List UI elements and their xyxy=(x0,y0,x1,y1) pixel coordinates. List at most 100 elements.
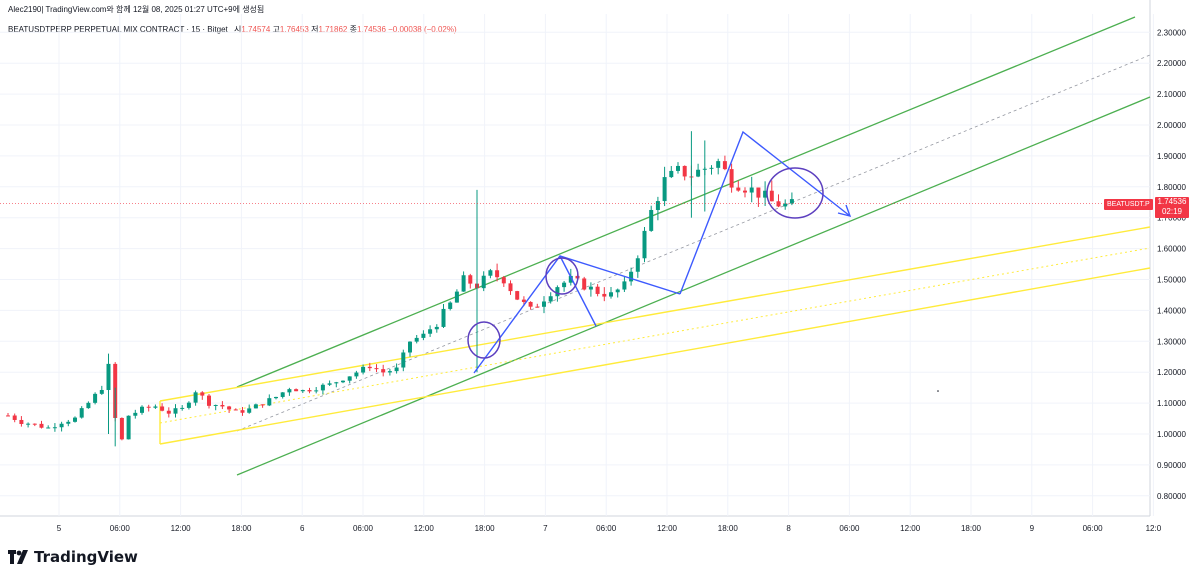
candle-body xyxy=(655,201,660,210)
channel-lower-line[interactable] xyxy=(236,96,1151,476)
time-tick-label: 5 xyxy=(57,524,62,533)
drawings[interactable] xyxy=(159,16,1151,476)
last-price: 1.74536 xyxy=(1157,197,1187,206)
tradingview-logo[interactable]: TradingView xyxy=(8,548,138,566)
price-tick-label: 1.60000 xyxy=(1157,245,1186,254)
candle-body xyxy=(341,380,345,383)
time-tick-label: 18:00 xyxy=(718,524,739,533)
price-tick-label: 2.10000 xyxy=(1157,90,1186,99)
highlight-circle[interactable] xyxy=(467,321,501,359)
time-axis[interactable]: 5 06:00 12:00 18:00 6 06:00 12:00 18:00 7 06:00 12… xyxy=(57,524,1162,533)
candle-body xyxy=(79,408,84,418)
price-axis[interactable]: 2.30000 2.20000 2.10000 2.00000 1.90000 1.800… xyxy=(1157,28,1186,501)
price-tick-label: 1.20000 xyxy=(1157,368,1186,377)
candle-body xyxy=(374,368,379,370)
candle-body xyxy=(294,389,299,392)
open-value: 1.74574 xyxy=(241,25,271,34)
triangle-side[interactable] xyxy=(559,255,597,327)
time-tick-label: 06:00 xyxy=(596,524,617,533)
candle-body xyxy=(629,271,634,282)
candle-body xyxy=(555,287,560,297)
candle-body xyxy=(783,203,788,207)
candle-body xyxy=(59,423,64,428)
candle-body xyxy=(361,366,366,373)
candle-body xyxy=(588,286,593,290)
channel-mid-line[interactable] xyxy=(236,54,1151,432)
candle-body xyxy=(86,402,91,409)
candle-body xyxy=(461,275,466,292)
highlight-circle[interactable] xyxy=(545,257,579,295)
candle-body xyxy=(354,372,359,377)
drawings-overlay[interactable] xyxy=(467,130,939,392)
candle-body xyxy=(716,161,721,168)
marker-dot xyxy=(937,390,939,392)
price-tick-label: 0.90000 xyxy=(1157,461,1186,470)
candle-body xyxy=(408,341,412,353)
candle-body xyxy=(448,302,453,309)
candle-body xyxy=(287,389,292,393)
candle-body xyxy=(66,421,71,424)
candle-body xyxy=(347,376,352,381)
candle-body xyxy=(52,427,57,429)
price-tick-label: 1.00000 xyxy=(1157,430,1186,439)
candle-body xyxy=(414,337,419,342)
price-tick-label: 1.50000 xyxy=(1157,276,1186,285)
candle-body xyxy=(32,423,37,425)
candle-body xyxy=(247,408,252,413)
tradingview-icon xyxy=(8,550,28,564)
price-tick-label: 1.80000 xyxy=(1157,183,1186,192)
candle-body xyxy=(160,406,165,411)
candle-body xyxy=(434,326,439,330)
highlight-circle[interactable] xyxy=(766,167,824,219)
candle-body xyxy=(501,277,506,284)
high-value: 1.76453 xyxy=(279,25,309,34)
price-tick-label: 2.00000 xyxy=(1157,121,1186,130)
price-tick-label: 1.10000 xyxy=(1157,399,1186,408)
candle-body xyxy=(615,289,620,293)
candle-body xyxy=(186,402,191,408)
time-tick-label: 06:00 xyxy=(1083,524,1104,533)
price-tick-label: 2.30000 xyxy=(1157,28,1186,37)
candle-body xyxy=(582,278,587,290)
candle-body xyxy=(454,291,459,303)
brand-name: TradingView xyxy=(34,548,138,566)
arrow-head[interactable] xyxy=(837,204,852,217)
candle-body xyxy=(260,404,265,406)
candle-body xyxy=(394,367,399,372)
candle-body xyxy=(481,275,486,289)
ohlc-legend: BEATUSDTPERP PERPETUAL MIX CONTRACT · 15… xyxy=(8,24,457,35)
time-tick-label: 12:00 xyxy=(414,524,435,533)
candle-body xyxy=(207,395,211,406)
price-tick-label: 1.70000 xyxy=(1157,214,1186,223)
candle-body xyxy=(274,396,278,399)
candle-body xyxy=(46,427,51,429)
candle-body xyxy=(173,408,178,414)
time-tick-label: 06:00 xyxy=(839,524,860,533)
candle-body xyxy=(153,406,158,408)
candle-body xyxy=(709,167,714,169)
time-tick-label: 18:00 xyxy=(475,524,496,533)
candle-body xyxy=(193,392,198,403)
triangle-lines-2[interactable] xyxy=(679,130,851,295)
candle-body xyxy=(676,165,680,171)
candle-body xyxy=(26,423,31,425)
candle-body xyxy=(749,187,754,193)
candle-body xyxy=(756,187,761,198)
candle-body xyxy=(769,190,774,202)
yellow-mid-line[interactable] xyxy=(159,247,1151,424)
yellow-upper-line[interactable] xyxy=(159,226,1151,402)
candle-body xyxy=(441,308,446,327)
channel-upper-line[interactable] xyxy=(236,16,1136,388)
symbol-title[interactable]: BEATUSDTPERP PERPETUAL MIX CONTRACT · 15… xyxy=(8,25,228,34)
high-label: 고 xyxy=(272,25,280,34)
last-price-tag: 1.74536 02:19 xyxy=(1155,197,1189,218)
candle-body xyxy=(743,190,747,193)
candles xyxy=(0,131,1150,447)
yellow-lower-line[interactable] xyxy=(159,267,1151,445)
candle-body xyxy=(19,419,24,424)
candle-body xyxy=(508,283,513,292)
candle-body xyxy=(166,410,171,414)
candle-body xyxy=(662,177,667,202)
candle-body xyxy=(280,392,285,397)
